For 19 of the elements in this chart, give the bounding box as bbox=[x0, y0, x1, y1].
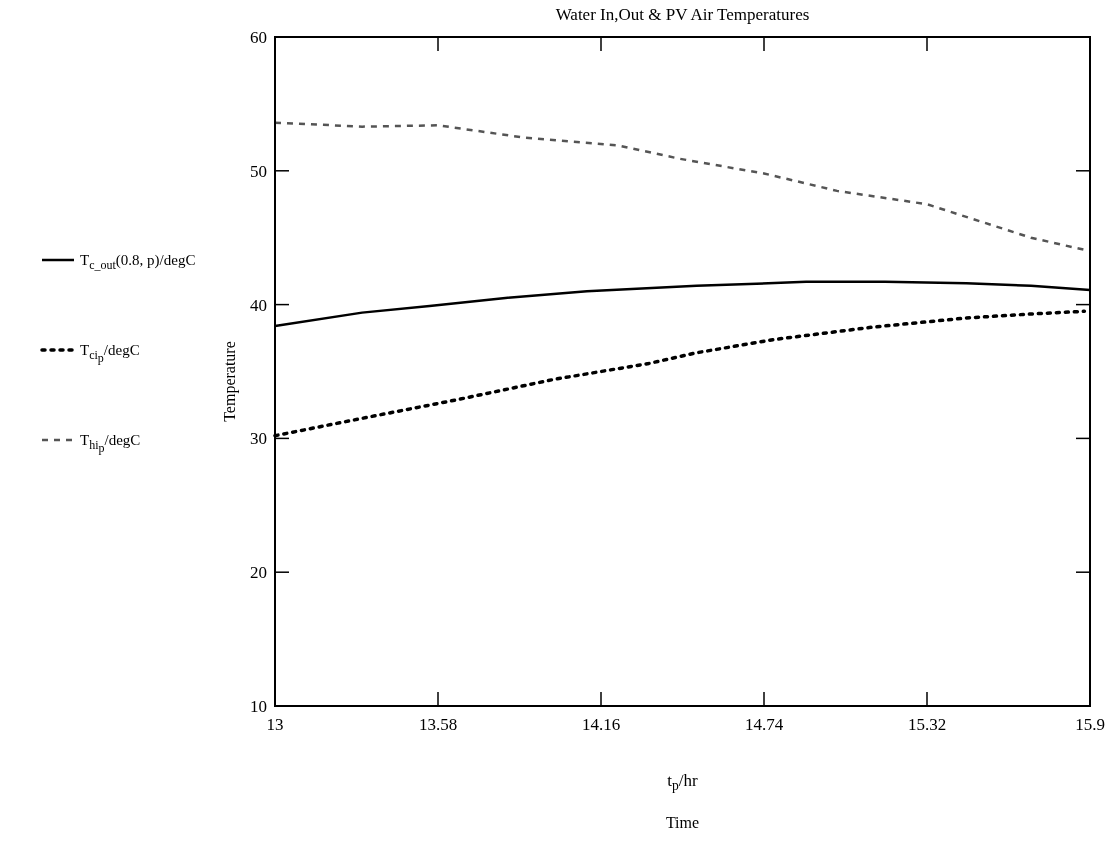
x-axis-title: Time bbox=[665, 814, 700, 831]
y-tick-label: 40 bbox=[250, 295, 267, 315]
chart-title: Water In,Out & PV Air Temperatures bbox=[555, 5, 810, 24]
legend-label: T$_{hi}$$_{p}$/degC bbox=[80, 432, 141, 456]
y-tick-label: 10 bbox=[250, 697, 267, 716]
text: t$_{p}$/hr bbox=[667, 771, 699, 794]
x-tick-label: 14.74 bbox=[744, 715, 784, 734]
x-tick-label: 14.16 bbox=[581, 715, 621, 734]
x-tick-label: 13 bbox=[266, 715, 284, 734]
x-tick-label: 15.9 bbox=[1075, 715, 1105, 734]
y-tick-label: 50 bbox=[250, 161, 267, 181]
y-tick-label: 20 bbox=[250, 563, 267, 583]
y-tick-label: 30 bbox=[250, 429, 267, 449]
legend-label: T$_{ci}$$_{p}$/degC bbox=[80, 342, 140, 366]
y-axis-title: Temperature bbox=[221, 341, 239, 422]
legend-label: T$_{c_out}$(0.8, p)/degC bbox=[80, 252, 196, 272]
x-tick-label: 15.32 bbox=[907, 715, 947, 734]
y-tick-label: 60 bbox=[250, 28, 267, 47]
x-tick-label: 13.58 bbox=[418, 715, 458, 734]
